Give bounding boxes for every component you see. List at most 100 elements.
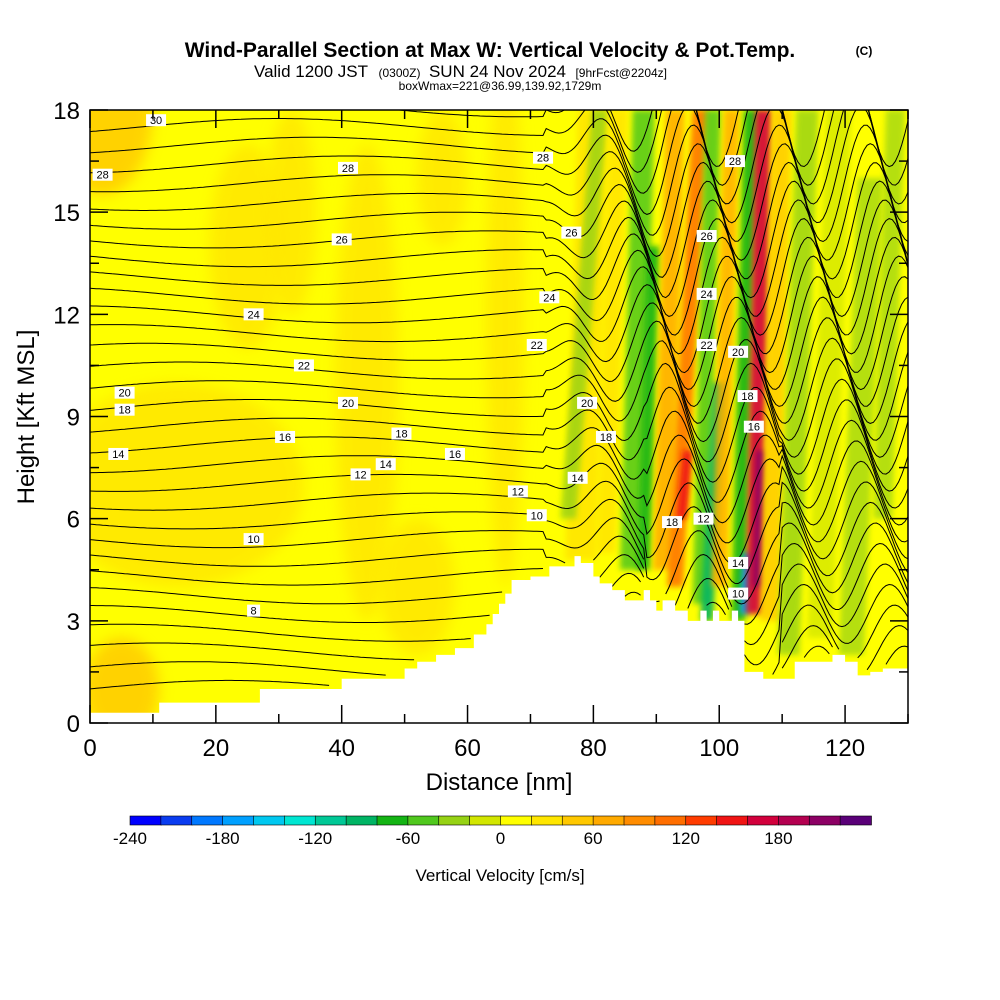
theta-contour [90,317,908,424]
theta-label-bg [331,233,352,246]
theta-contour [90,236,908,355]
theta-contour-label: 28 [342,163,354,175]
theta-label-bg [275,430,296,443]
theta-contour-label: 28 [729,156,741,168]
valid-main: Valid 1200 JST [254,62,368,81]
theta-contour [90,481,908,585]
colorbar-swatch [778,815,811,826]
velocity-blob [90,637,160,723]
theta-label-bg [728,587,749,600]
theta-label-bg [595,430,616,443]
colorbar-swatch [531,815,564,826]
theta-contour [90,143,908,261]
colorbar-swatch [808,815,841,826]
theta-contour [90,110,908,205]
theta-contour [90,378,908,483]
theta-contour [90,522,908,625]
theta-label-bg [539,291,560,304]
theta-label-bg [114,403,135,416]
theta-contour [90,679,330,690]
theta-contour-label: 14 [732,558,744,570]
theta-contour-label: 24 [543,292,555,304]
colorbar-tick-label: -180 [206,829,240,848]
x-tick-label: 120 [825,735,865,762]
theta-contour-label: 20 [118,388,130,400]
theta-contour-label: 14 [112,449,124,461]
theta-label-bg [92,168,113,181]
theta-contour [90,460,908,564]
theta-contour [90,276,908,391]
x-tick-label: 100 [699,735,739,762]
theta-contour [90,296,908,408]
colorbar-swatch [129,815,162,826]
y-tick-label: 12 [53,302,80,329]
theta-contour-label: 10 [247,534,259,546]
theta-label-bg [337,396,358,409]
theta-contour-label: 10 [531,510,543,522]
y-tick-label: 6 [67,507,80,534]
theta-contour [90,419,908,524]
theta-contour [90,399,908,503]
velocity-band [745,110,772,615]
colorbar-swatch [376,815,409,826]
theta-label-bg [737,390,758,403]
theta-contour-label: 28 [96,170,108,182]
colorbar-title: Vertical Velocity [cm/s] [415,866,584,885]
theta-contour-label: 14 [380,459,392,471]
colorbar-swatch [839,815,872,826]
theta-contour-lines [90,110,908,690]
y-tick-label: 15 [53,200,80,227]
theta-label-bg [743,420,764,433]
velocity-band [637,246,660,570]
colorbar-swatch [561,815,594,826]
x-tick-labels: 0 20 40 60 80 100 120 [83,735,865,762]
theta-label-bg [108,447,129,460]
theta-contour-label: 12 [512,486,524,498]
theta-contour [90,199,908,317]
theta-contour [90,563,908,666]
colorbar-swatch [438,815,471,826]
theta-label-bg [507,485,528,498]
theta-label-bg [293,359,314,372]
theta-contour-label: 16 [748,422,760,434]
colorbar-swatch [716,815,749,826]
velocity-blob [335,144,399,621]
colorbar-swatch [191,815,224,826]
theta-contour [90,110,908,224]
forecast-info: [9hrFcst@2204z] [575,66,667,80]
theta-label-bg [375,458,396,471]
theta-contour-label: 18 [600,432,612,444]
colorbar-swatch [345,815,378,826]
theta-contour [90,255,908,374]
theta-contour-label: 18 [741,391,753,403]
theta-contour [90,583,908,675]
theta-contour-label: 22 [701,340,713,352]
colorbar-tick-label: 120 [672,829,700,848]
theta-contour-labels: 30 28 28 28 28 26 26 26 24 24 24 22 22 22 20 20 20 20 18 18… [92,114,764,618]
theta-label-bg [662,516,683,529]
theta-label-bg [577,396,598,409]
colorbar-tick-label: 0 [496,829,505,848]
velocity-band [731,110,758,621]
theta-contour [90,625,908,671]
theta-contour-label: 26 [336,234,348,246]
theta-label-bg [696,287,717,300]
theta-contour-label: 14 [572,473,584,485]
theta-contour [90,604,908,659]
theta-contour-label: 30 [150,115,162,127]
theta-contour [90,337,908,443]
theta-contour [90,124,908,243]
valid-time-line: Valid 1200 JST (0300Z) SUN 24 Nov 2024 [… [254,62,667,81]
theta-contour [90,501,908,605]
velocity-band [760,110,792,621]
copyright-mark: (C) [856,44,873,58]
theta-contour-label: 24 [701,289,713,301]
theta-contour-label: 20 [732,347,744,359]
theta-contour-label: 22 [298,360,310,372]
velocity-blob [266,110,317,315]
colorbar-swatch [407,815,440,826]
colorbar-tick-label: -60 [396,829,421,848]
x-tick-label: 60 [454,735,481,762]
velocity-band [807,110,852,638]
